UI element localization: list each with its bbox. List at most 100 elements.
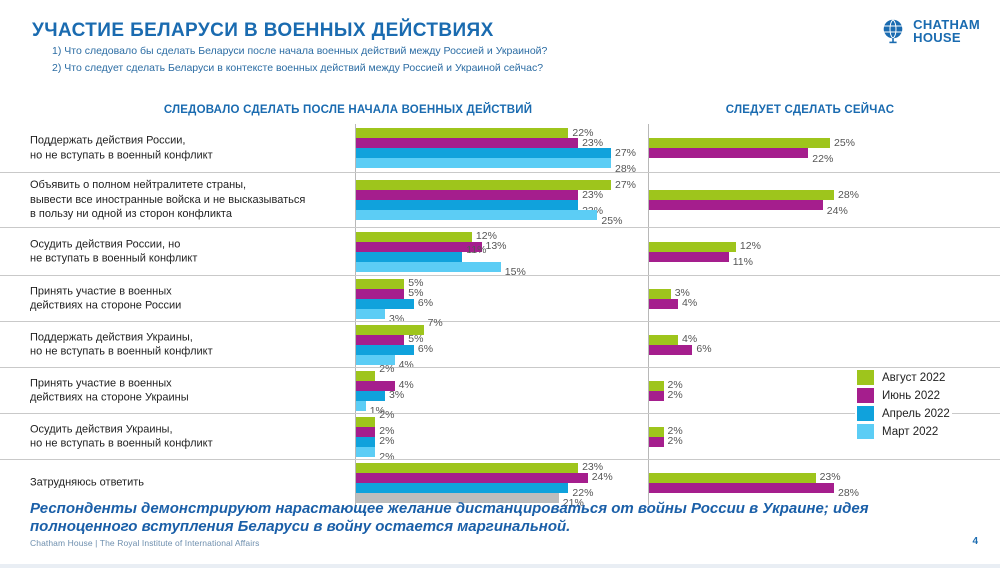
bar <box>356 261 501 272</box>
bar <box>356 354 395 365</box>
bar-group-item: 4% <box>356 380 636 391</box>
bar-value-label: 2% <box>379 363 395 376</box>
bar-group-item: 6% <box>649 344 859 355</box>
category-label-line: Принять участие в военных <box>30 284 172 297</box>
question-1: 1) Что следовало бы сделать Беларуси пос… <box>52 45 548 57</box>
bar-group-item: 5% <box>356 277 636 290</box>
legend-item[interactable]: Август 2022 <box>857 370 950 385</box>
bar <box>649 241 736 252</box>
bar-group-item: 1% <box>356 400 636 416</box>
bar-group-item: 2% <box>649 436 859 447</box>
bar <box>356 288 405 299</box>
chart-rows: Поддержать действия России, но не вступат… <box>0 124 1000 508</box>
plot-area-present: 25% 22% <box>649 124 859 172</box>
bar-value-label: 28% <box>837 487 859 500</box>
axis-spine-left <box>355 228 356 275</box>
axis-spine-right <box>648 322 649 367</box>
category-label-line: не вступать в военный конфликт <box>30 252 198 265</box>
bar <box>356 251 463 262</box>
axis-spine-right <box>648 173 649 227</box>
bar-value-label: 3% <box>389 313 405 326</box>
bar-group: 27% 23% 23% 25% <box>356 180 636 226</box>
chatham-house-globe-icon <box>881 18 907 44</box>
bar-group-item: 4% <box>649 298 859 309</box>
category-label: Осудить действия России, но не вступать в… <box>30 237 330 266</box>
bar-group: 23% 28% <box>649 471 859 498</box>
bar-value-label: 28% <box>837 188 859 201</box>
category-label-line: в пользу ни одной из сторон конфликта <box>30 208 232 221</box>
bar-group-item: 28% <box>649 482 859 498</box>
bar-group-item: 11% <box>649 251 859 267</box>
axis-spine-right <box>648 228 649 275</box>
category-label: Осудить действия Украины, но не вступать … <box>30 422 330 451</box>
table-row: Осудить действия России, но не вступать в… <box>0 227 1000 277</box>
bar-value-label: 5% <box>408 333 424 346</box>
bar-value-label: 22% <box>572 126 594 139</box>
axis-spine-right <box>648 460 649 505</box>
bar <box>356 426 376 437</box>
bar-group: 2% 2% 2% 2% <box>356 410 636 462</box>
category-label-line: Поддержать действия России, <box>30 134 186 147</box>
bar-group-item: 7% <box>356 318 636 335</box>
bar-value-label: 3% <box>674 287 690 300</box>
logo-line-2: HOUSE <box>913 30 961 46</box>
bar <box>649 190 834 200</box>
bar-group-item: 28% <box>356 158 636 174</box>
bar <box>649 344 693 355</box>
bar <box>356 416 376 427</box>
conclusion-text: Респонденты демонстрируют нарастающее же… <box>30 500 869 536</box>
bar <box>649 251 729 262</box>
bar <box>356 390 385 401</box>
bar-value-label: 21% <box>562 497 584 510</box>
bar <box>356 482 569 493</box>
bar-group-item: 6% <box>356 298 636 309</box>
plot-area-present: 3% 4% <box>649 276 859 321</box>
category-label: Принять участие в военных действиях на ст… <box>30 284 330 313</box>
bar-value-label: 7% <box>427 317 443 330</box>
bar <box>649 436 664 447</box>
bar <box>649 426 664 437</box>
bar-value-label: 23% <box>819 471 841 484</box>
plot-area-present: 23% 28% <box>649 460 859 505</box>
bar-group-item: 28% <box>649 190 859 200</box>
legend-item[interactable]: Март 2022 <box>857 424 950 439</box>
bar-value-label: 24% <box>591 471 613 484</box>
bar <box>649 472 816 483</box>
bar-group-item: 2% <box>356 436 636 447</box>
bar <box>649 200 823 210</box>
category-label: Принять участие в военных действиях на ст… <box>30 376 330 405</box>
legend-label: Июнь 2022 <box>882 389 941 402</box>
bar-value-label: 1% <box>369 405 385 418</box>
legend-swatch-icon <box>857 406 874 421</box>
category-label: Объявить о полном нейтралитете страны, вы… <box>30 178 330 222</box>
bar-group-item: 24% <box>649 200 859 216</box>
plot-area-past: 27% 23% 23% 25% <box>356 173 636 227</box>
category-label-line: Осудить действия Украины, <box>30 422 173 435</box>
bar-group-item: 22% <box>356 128 636 138</box>
table-row: Поддержать действия Украины, но не вступа… <box>0 318 1000 370</box>
category-label-line: Объявить о полном нейтралитете страны, <box>30 179 247 192</box>
bar-group: 5% 5% 6% 3% <box>356 277 636 324</box>
bar-group: 23% 24% 22% 21% <box>356 462 636 508</box>
bar-value-label: 5% <box>408 277 424 290</box>
bar-group: 2% 2% <box>649 426 859 447</box>
bar-group-item: 5% <box>356 288 636 299</box>
category-label-line: Поддержать действия Украины, <box>30 330 193 343</box>
bar <box>356 298 414 309</box>
bar <box>649 148 809 158</box>
legend-item[interactable]: Июнь 2022 <box>857 388 950 403</box>
bar-group: 3% 4% <box>649 287 859 309</box>
legend-label: Август 2022 <box>882 371 946 384</box>
legend-item[interactable]: Апрель 2022 <box>857 406 950 421</box>
plot-area-past: 23% 24% 22% 21% <box>356 460 636 508</box>
bar-group-item: 5% <box>356 333 636 346</box>
bar-group-item: 6% <box>356 344 636 355</box>
bar-value-label: 4% <box>682 333 698 346</box>
bar-value-label: 25% <box>834 136 856 149</box>
bar-group-item: 3% <box>356 390 636 401</box>
bar <box>356 324 424 335</box>
bar-group-item: 24% <box>356 471 636 484</box>
category-label-line: но не вступать в военный конфликт <box>30 437 213 450</box>
bar-group-item: 22% <box>356 482 636 498</box>
bar-group-item: 2% <box>649 390 859 401</box>
